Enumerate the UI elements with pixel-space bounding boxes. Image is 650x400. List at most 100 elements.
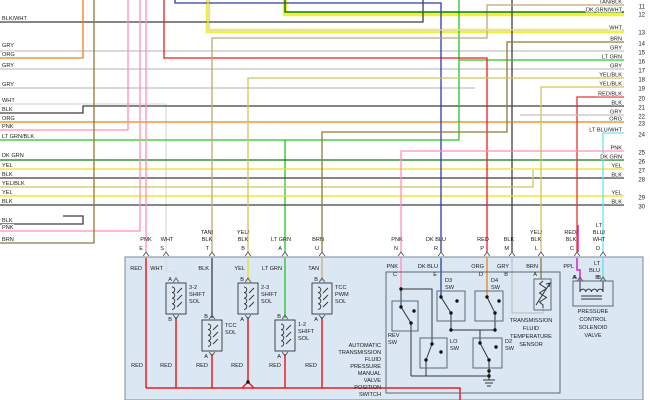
junction-dot bbox=[493, 328, 497, 332]
diagram-text: SOL bbox=[189, 299, 200, 305]
terminal-pin-number: 28 bbox=[638, 178, 645, 184]
terminal-pin-number: 12 bbox=[638, 13, 645, 19]
solenoid-core-hatch bbox=[285, 331, 292, 338]
diagram-text: RED bbox=[196, 363, 208, 369]
pin-arrow bbox=[162, 251, 170, 257]
diagram-text: SOL bbox=[261, 299, 272, 305]
diagram-text: SOL bbox=[225, 330, 236, 336]
wire-redblk bbox=[576, 96, 624, 252]
diagram-text: PNK bbox=[386, 264, 398, 270]
junction-dot bbox=[497, 299, 501, 303]
pressure-solenoid-box bbox=[572, 280, 614, 307]
diagram-text: B bbox=[240, 277, 244, 283]
wire-dkblu bbox=[174, 0, 442, 252]
diagram-text: B bbox=[314, 277, 318, 283]
junction-dot bbox=[424, 358, 428, 362]
left-wire-label: GRY bbox=[2, 63, 14, 69]
terminal-wire-label: WHT bbox=[609, 26, 622, 32]
solenoid-core-hatch bbox=[176, 294, 183, 301]
terminal-pin-number: 20 bbox=[638, 97, 645, 103]
pin-arrow bbox=[573, 251, 581, 257]
diagram-text: P bbox=[480, 246, 484, 252]
junction-dot bbox=[478, 341, 482, 345]
terminal-wire-label: YEL bbox=[611, 191, 622, 197]
diagram-text: DK BLU bbox=[426, 237, 446, 243]
terminal-pin-number: 30 bbox=[638, 205, 645, 211]
terminal-pin-number: 23 bbox=[638, 122, 645, 128]
diagram-text: SW bbox=[505, 346, 515, 352]
pin-arrow bbox=[397, 251, 405, 257]
terminal-wire-label: YEL/BLK bbox=[599, 82, 622, 88]
solenoid-box bbox=[165, 282, 187, 315]
pin-arrow bbox=[281, 351, 289, 357]
coil-symbol bbox=[579, 288, 604, 293]
diagram-text: SHIFT bbox=[189, 292, 206, 298]
diagram-text: BRN bbox=[312, 237, 324, 243]
wire-dk bbox=[535, 282, 551, 306]
diagram-text: L bbox=[535, 246, 538, 252]
pin-arrow bbox=[537, 251, 545, 257]
diagram-text: B bbox=[277, 314, 281, 320]
diagram-text: YEL bbox=[234, 266, 245, 272]
solenoid-core-hatch bbox=[212, 338, 219, 345]
pin-arrow bbox=[172, 314, 180, 320]
left-wire-label: GRY bbox=[2, 43, 14, 49]
diagram-text: AUTOMATIC bbox=[349, 343, 381, 349]
switch-box bbox=[472, 337, 503, 369]
solenoid-core-hatch bbox=[285, 324, 292, 331]
diagram-text: E bbox=[433, 272, 437, 278]
diagram-text: FLUID bbox=[365, 357, 381, 363]
junction-dot bbox=[494, 345, 498, 349]
diagram-text: REV bbox=[388, 333, 400, 339]
wire-pnk bbox=[0, 0, 129, 131]
junction-dot bbox=[485, 295, 489, 299]
diagram-text: SHIFT bbox=[298, 329, 315, 335]
diagram-text: WHT bbox=[161, 237, 174, 243]
terminal-wire-label: RED/BLK bbox=[598, 92, 622, 98]
left-wire-label: BLK bbox=[2, 199, 13, 205]
diagram-text: A bbox=[314, 317, 318, 323]
wire-yelblk bbox=[540, 86, 624, 252]
diagram-text: U bbox=[315, 246, 319, 252]
diagram-text: BRN bbox=[526, 264, 538, 270]
wire-red bbox=[163, 0, 488, 252]
diagram-text: SWITCH bbox=[359, 392, 381, 398]
diagram-text: VALVE bbox=[584, 333, 601, 339]
wire-pnk bbox=[0, 0, 141, 232]
wire-dk bbox=[545, 282, 551, 288]
diagram-text: N bbox=[394, 246, 398, 252]
pin-arrow bbox=[281, 251, 289, 257]
diagram-text: RED bbox=[305, 363, 317, 369]
diagram-text: A bbox=[168, 277, 172, 283]
wire-dk bbox=[538, 280, 548, 308]
diagram-text: 2-3 bbox=[261, 285, 269, 291]
junction-dot bbox=[409, 321, 413, 325]
terminal-wire-label: GRY bbox=[610, 64, 622, 70]
pin-arrow bbox=[599, 276, 607, 282]
terminal-pin-number: 24 bbox=[638, 133, 645, 139]
diagram-text: A bbox=[240, 317, 244, 323]
diagram-text: B bbox=[504, 272, 508, 278]
pin-arrow bbox=[318, 277, 326, 283]
valve-position-switch-box bbox=[385, 271, 561, 394]
switch-box bbox=[436, 290, 466, 322]
solenoid-box bbox=[274, 319, 296, 352]
junction-dot bbox=[399, 305, 403, 309]
solenoid-core-hatch bbox=[248, 287, 255, 294]
diagram-text: RED bbox=[131, 363, 143, 369]
diagram-text: TAN bbox=[308, 266, 319, 272]
diagram-text: D bbox=[596, 246, 600, 252]
diagram-text: PPL bbox=[563, 264, 574, 270]
diagram-text: B bbox=[595, 275, 599, 281]
diagram-text: PNK bbox=[140, 237, 152, 243]
diagram-text: R bbox=[434, 246, 438, 252]
solenoid-coil bbox=[280, 323, 285, 347]
junction-dot bbox=[246, 380, 250, 384]
switch-box bbox=[391, 300, 419, 332]
junction-dot bbox=[487, 369, 491, 373]
diagram-text: FLUID bbox=[523, 326, 539, 332]
wire-dk bbox=[401, 288, 433, 344]
terminal-pin-number: 11 bbox=[639, 5, 646, 11]
left-wire-label: WHT bbox=[2, 98, 15, 104]
